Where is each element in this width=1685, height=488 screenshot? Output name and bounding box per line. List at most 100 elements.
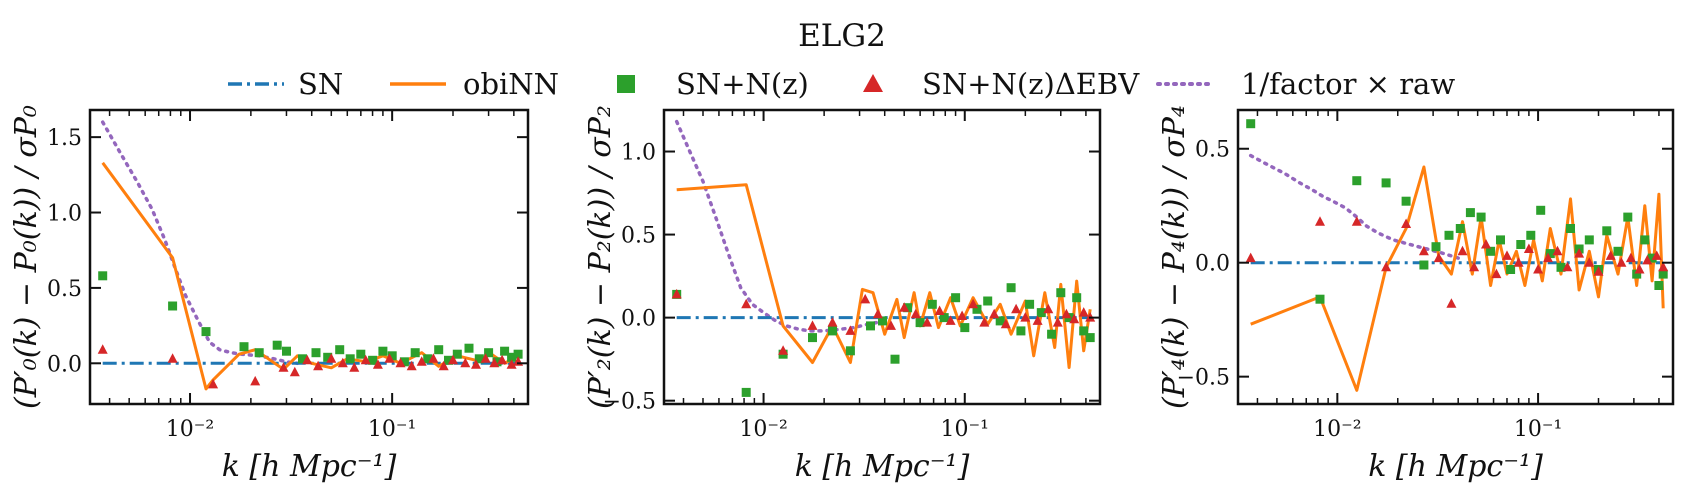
series-sn-n-z-ebv <box>671 288 1096 355</box>
point-sn-n-z <box>311 348 321 358</box>
point-sn-n-z <box>1613 246 1623 256</box>
point-sn-n-z <box>1545 249 1555 259</box>
point-sn-n-z <box>1526 230 1536 240</box>
point-sn-n-z-ebv <box>167 353 178 363</box>
point-sn-n-z <box>298 354 307 364</box>
point-sn-n-z <box>410 348 420 358</box>
point-sn-n-z <box>915 318 925 328</box>
legend-handle-sn-n-z <box>617 75 635 93</box>
point-sn-n-z-ebv <box>872 308 883 319</box>
point-sn-n-z-ebv <box>1584 257 1595 267</box>
point-sn-n-z-ebv <box>1418 245 1429 256</box>
point-sn-n-z <box>1381 178 1391 188</box>
point-sn-n-z <box>866 321 875 331</box>
x-axis-label: k [h Mpc⁻¹] <box>1368 449 1543 484</box>
point-sn-n-z <box>1315 294 1325 304</box>
point-sn-n-z <box>434 345 444 355</box>
point-sn-n-z-ebv <box>97 344 108 354</box>
point-sn-n-z <box>1556 262 1566 272</box>
point-sn-n-z <box>927 299 937 309</box>
point-sn-n-z <box>1654 281 1664 290</box>
point-sn-n-z-ebv <box>968 298 979 309</box>
point-sn-n-z-ebv <box>1052 317 1063 327</box>
point-sn-n-z-ebv <box>1469 261 1480 272</box>
point-sn-n-z <box>345 354 355 364</box>
point-sn-n-z <box>1016 326 1026 336</box>
point-sn-n-z-ebv <box>1000 318 1011 329</box>
point-sn-n-z <box>464 343 474 353</box>
point-sn-n-z <box>474 354 484 364</box>
series-sn-n-z <box>98 271 523 367</box>
panels: 0.0 0.5 1.0 1.5 10⁻² 10⁻¹ k [h Mpc⁻¹] (P′₀(k) −… <box>9 105 1675 484</box>
point-sn-n-z-ebv <box>1543 252 1553 263</box>
point-sn-n-z <box>1419 260 1429 270</box>
legend-label-obinn: obiNN <box>463 67 559 101</box>
point-sn-n-z <box>1506 265 1516 274</box>
x-axis-label: k [h Mpc⁻¹] <box>795 449 970 484</box>
point-sn-n-z <box>951 293 961 303</box>
point-sn-n-z <box>378 346 388 356</box>
point-sn-n-z <box>1658 269 1668 279</box>
point-sn-n-z <box>513 349 523 359</box>
point-sn-n-z <box>254 348 264 358</box>
point-sn-n-z-ebv <box>922 317 933 327</box>
point-sn-n-z <box>828 326 837 336</box>
point-sn-n-z <box>335 345 345 355</box>
point-sn-n-z-ebv <box>1562 261 1573 272</box>
point-sn-n-z-ebv <box>1523 243 1534 253</box>
point-sn-n-z <box>995 316 1005 326</box>
y-tick-label: 0.0 <box>1195 252 1230 277</box>
point-sn-n-z <box>1444 230 1454 240</box>
point-sn-n-z-ebv <box>326 353 337 363</box>
point-sn-n-z <box>507 352 517 362</box>
point-sn-n-z <box>1085 333 1095 343</box>
point-sn-n-z <box>500 346 510 356</box>
legend-label-1-factor-raw: 1/factor × raw <box>1241 67 1455 101</box>
point-sn-n-z <box>1079 326 1089 336</box>
x-tick-label: 10⁻² <box>1313 417 1361 442</box>
point-sn-n-z-ebv <box>1043 303 1054 314</box>
y-axis-label: (P′₄(k) − P₄(k)) / σP₄ <box>1157 105 1192 409</box>
point-sn-n-z-ebv <box>506 359 517 369</box>
point-sn-n-z <box>452 349 462 359</box>
point-sn-n-z-ebv <box>910 308 921 319</box>
point-sn-n-z <box>201 327 211 337</box>
chart-title: ELG2 <box>798 18 886 54</box>
plot-area <box>671 119 1096 397</box>
point-sn-n-z-ebv <box>289 366 300 377</box>
point-sn-n-z-ebv <box>250 375 261 386</box>
point-sn-n-z <box>356 349 366 359</box>
point-sn-n-z <box>1536 205 1546 215</box>
series-1-factor-raw <box>1248 153 1460 260</box>
point-sn-n-z-ebv <box>302 354 313 365</box>
point-sn-n-z-ebv <box>845 325 856 335</box>
point-sn-n-z-ebv <box>1381 261 1392 272</box>
point-sn-n-z-ebv <box>1616 257 1627 267</box>
y-axis-label: (P′₀(k) − P₀(k)) / σP₀ <box>9 105 44 409</box>
point-sn-n-z-ebv <box>1513 257 1524 267</box>
point-sn-n-z-ebv <box>384 353 395 363</box>
point-sn-n-z <box>1640 235 1650 245</box>
point-sn-n-z-ebv <box>1481 239 1491 249</box>
point-sn-n-z-ebv <box>372 359 383 369</box>
y-axis-label: (P′₂(k) − P₂(k)) / σP₂ <box>583 105 618 409</box>
x-tick-label: 10⁻² <box>166 417 214 442</box>
point-sn-n-z-ebv <box>1245 252 1256 263</box>
point-sn-n-z <box>1036 308 1046 318</box>
legend: SN obiNN SN+N(z) SN+N(z)ΔEBV 1/factor × raw <box>228 67 1455 101</box>
point-sn-n-z <box>1584 235 1594 245</box>
x-tick-label: 10⁻¹ <box>941 417 989 442</box>
point-sn-n-z-ebv <box>741 298 752 309</box>
series-sn-n-z-ebv <box>97 344 524 389</box>
point-sn-n-z-ebv <box>989 308 1000 319</box>
point-sn-n-z-ebv <box>899 302 910 312</box>
point-sn-n-z-ebv <box>438 360 449 371</box>
legend-item-obinn: obiNN <box>390 67 559 101</box>
series-1-factor-raw <box>674 119 887 333</box>
point-sn-n-z <box>1623 212 1633 222</box>
point-sn-n-z-ebv <box>1533 264 1544 274</box>
y-tick-label: 0.5 <box>621 224 656 249</box>
point-sn-n-z-ebv <box>349 362 360 372</box>
series-1-factor-raw <box>100 120 300 366</box>
y-tick-label: 1.0 <box>47 202 82 227</box>
